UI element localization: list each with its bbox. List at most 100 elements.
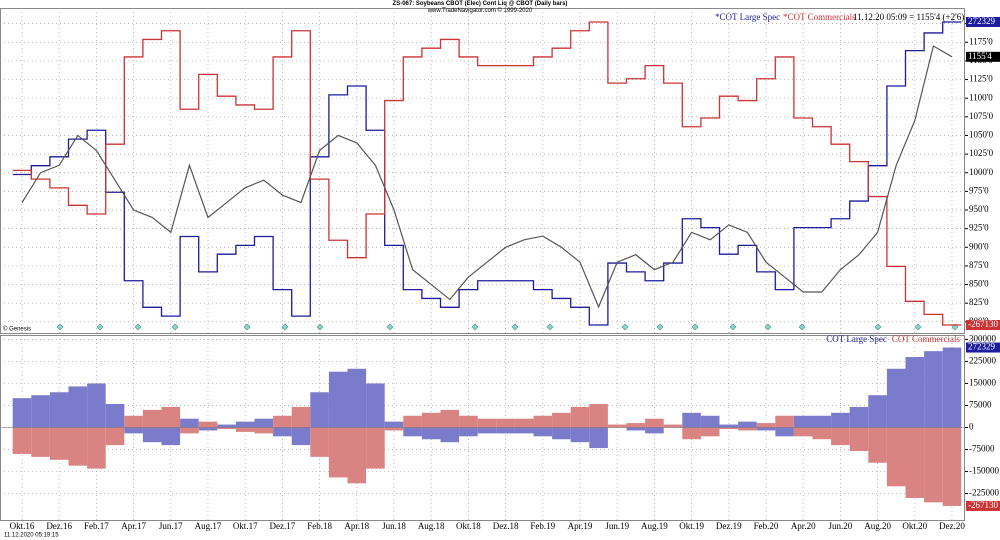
legend-large-spec: *COT Large Spec — [715, 12, 780, 22]
quote: 11.12.20 05:09 = 1155'4 (+2'6) — [853, 12, 964, 22]
bar — [682, 427, 701, 440]
bar — [868, 395, 887, 428]
y-tick-label: -150000 — [969, 466, 999, 476]
bar — [738, 427, 757, 431]
last-price-label: 1155'4 — [968, 51, 992, 61]
bar — [310, 392, 329, 428]
y-tick-label: 225000 — [969, 355, 997, 365]
bar — [421, 427, 441, 440]
bar — [849, 406, 869, 428]
cot-panel — [0, 335, 965, 521]
bar — [87, 427, 106, 469]
bar — [905, 357, 925, 428]
y-tick-label: 1000'0 — [969, 167, 994, 177]
y-tick-label: 825'0 — [969, 297, 989, 307]
y-tick-label: 1175'0 — [969, 36, 993, 46]
last-value-box — [966, 342, 1000, 353]
bar — [496, 427, 515, 434]
bar — [533, 415, 553, 428]
bar — [700, 427, 720, 437]
last-value-box — [966, 17, 1000, 27]
y-tick-label: 900'0 — [969, 241, 989, 251]
bar — [347, 427, 367, 484]
bar — [738, 421, 757, 428]
bar — [626, 423, 646, 428]
bar — [49, 392, 69, 428]
bar — [589, 404, 608, 428]
x-tick-label: Okt.20 — [902, 521, 927, 531]
bar — [570, 406, 590, 428]
bar — [347, 368, 367, 428]
last-value-label: -267130 — [968, 319, 998, 329]
bar — [161, 427, 181, 446]
y-tick-label: 875'0 — [969, 260, 989, 270]
bar — [459, 415, 478, 428]
x-tick-label: Aug.20 — [864, 521, 891, 531]
legend-commercials: *COT Commercials — [783, 12, 856, 22]
bar — [49, 427, 69, 460]
bar — [942, 347, 962, 428]
x-tick-label: Aug.17 — [195, 521, 222, 531]
event-markers — [56, 323, 959, 331]
bar — [105, 404, 125, 428]
bar — [831, 412, 850, 428]
bar — [868, 427, 887, 463]
bar — [273, 427, 292, 437]
cot-line — [12, 21, 962, 326]
x-tick-label: Jun.18 — [382, 521, 406, 531]
bar — [756, 423, 776, 428]
x-tick-label: Dez.20 — [939, 521, 965, 531]
x-tick-label: Dez.17 — [270, 521, 296, 531]
bar — [570, 427, 590, 443]
bar — [700, 415, 720, 428]
x-tick-label: Feb.17 — [84, 521, 109, 531]
bar — [514, 427, 534, 434]
event-marker — [56, 323, 959, 331]
bar — [198, 421, 218, 428]
bar — [886, 368, 906, 428]
bar — [924, 351, 943, 428]
price-panel — [0, 8, 965, 334]
x-tick-label: Apr.18 — [344, 521, 369, 531]
bar — [124, 427, 143, 434]
bar — [775, 415, 794, 428]
bar — [180, 427, 199, 434]
legend-large-spec: COT Large Spec — [826, 334, 887, 344]
y-tick-label: 925'0 — [969, 223, 989, 233]
bar — [756, 427, 776, 431]
last-value-box — [966, 320, 1000, 330]
chart-subtitle: www.TradeNavigator.com © 1999-2020 — [427, 7, 533, 14]
bar — [161, 406, 181, 428]
x-tick-label: Aug.19 — [641, 521, 668, 531]
bar — [31, 427, 50, 457]
bar — [68, 386, 88, 428]
bar — [328, 427, 348, 478]
bar — [719, 424, 739, 428]
bar — [775, 427, 794, 437]
last-value-label: 272329 — [968, 342, 996, 352]
bar — [552, 427, 571, 440]
bar — [291, 406, 311, 428]
bar — [440, 427, 460, 443]
watermark: © Genesis — [3, 326, 31, 333]
chart-title: ZS-067: Soybeans CBOT (Elec) Cont Liq @ … — [393, 1, 568, 7]
bar — [552, 412, 571, 428]
bar — [924, 427, 943, 503]
cot-line — [12, 21, 962, 326]
bar — [682, 412, 701, 428]
legend-commercials: COT Commercials — [892, 334, 961, 344]
y-tick-label: 1050'0 — [969, 130, 994, 140]
bar — [12, 398, 32, 428]
bar — [105, 427, 125, 446]
x-tick-label: Aug.18 — [418, 521, 445, 531]
bar — [886, 427, 906, 487]
bar — [905, 427, 925, 498]
bar — [477, 427, 497, 434]
bar — [254, 427, 274, 434]
bar — [198, 427, 218, 431]
bar — [384, 421, 404, 428]
bar — [235, 421, 255, 428]
bar — [645, 418, 664, 428]
y-tick-label: 150000 — [969, 378, 997, 388]
